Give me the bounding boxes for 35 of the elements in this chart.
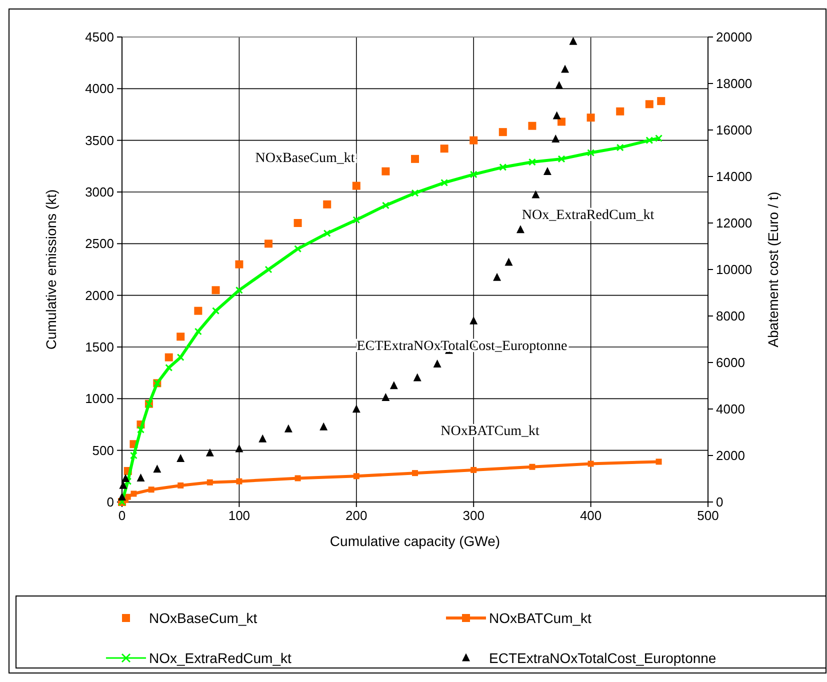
y-tick-label: 500	[92, 442, 114, 458]
y-tick-label: 1500	[85, 340, 114, 355]
y2-tick-label: 18000	[716, 76, 752, 92]
legend-label: NOxBaseCum_kt	[149, 610, 258, 626]
y-tick-label: 4500	[85, 30, 114, 45]
y2-tick-label: 4000	[716, 402, 745, 417]
y-tick-label: 3500	[85, 132, 114, 148]
legend-label: ECTExtraNOxTotalCost_Europtonne	[489, 650, 716, 666]
y2-tick-label: 6000	[716, 355, 745, 370]
y2-tick-label: 2000	[716, 448, 745, 464]
y2-axis-title: Abatement cost (Euro / t)	[765, 192, 781, 348]
x-tick-label: 100	[228, 508, 250, 523]
x-tick-label: 0	[118, 508, 126, 523]
x-tick-label: 500	[697, 508, 719, 523]
y-tick-label: 1000	[85, 391, 114, 406]
y2-tick-label: 0	[716, 494, 724, 510]
annotation: NOxBaseCum_kt	[255, 150, 355, 166]
legend-label: NOx_ExtraRedCum_kt	[149, 650, 292, 666]
y2-tick-label: 16000	[716, 122, 752, 138]
y-tick-label: 4000	[85, 81, 114, 96]
legend-label: NOxBATCum_kt	[489, 610, 592, 626]
y2-tick-label: 10000	[716, 262, 752, 278]
y-axis-title: Cumulative emissions (kt)	[43, 189, 59, 350]
y-tick-label: 3000	[85, 184, 114, 200]
x-tick-label: 200	[346, 508, 368, 523]
y2-tick-label: 8000	[716, 308, 745, 324]
x-tick-label: 400	[580, 508, 602, 523]
y-tick-label: 0	[106, 494, 114, 510]
y-tick-label: 2500	[85, 236, 114, 252]
y-tick-label: 2000	[85, 288, 114, 303]
y2-tick-label: 12000	[716, 216, 752, 231]
y2-tick-label: 14000	[716, 169, 752, 184]
x-axis-title: Cumulative capacity (GWe)	[330, 533, 500, 549]
y2-tick-label: 20000	[716, 30, 752, 45]
x-tick-label: 300	[462, 508, 484, 523]
